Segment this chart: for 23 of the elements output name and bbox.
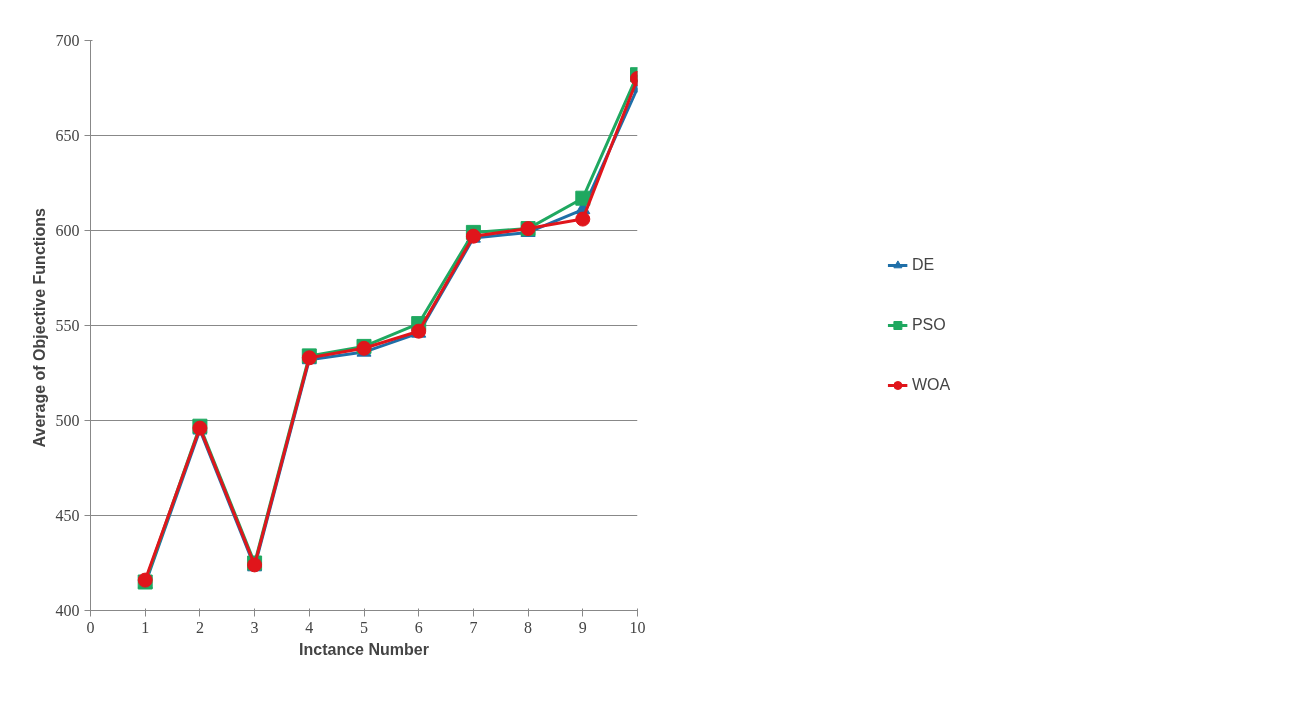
y-tick-label: 450: [55, 507, 80, 524]
x-tick-label: 0: [86, 618, 95, 636]
x-tick-label: 5: [360, 618, 368, 636]
legend-label: PSO: [911, 316, 946, 334]
y-tick-label: 650: [55, 127, 80, 144]
x-tick-label: 7: [469, 618, 478, 636]
legend-label: WOA: [911, 376, 951, 394]
y-tick-label: 500: [55, 412, 80, 429]
y-tick-label: 700: [55, 32, 80, 49]
x-tick-label: 3: [250, 618, 259, 636]
x-axis-title: Inctance Number: [299, 640, 429, 658]
y-tick-label: 400: [55, 602, 80, 619]
x-tick-label: 4: [305, 618, 314, 636]
x-tick-label: 8: [524, 618, 533, 636]
x-tick-label: 1: [141, 618, 150, 636]
y-tick-label: 600: [55, 222, 80, 239]
x-tick-label: 9: [578, 618, 587, 636]
y-axis-title: Average of Objective Functions: [30, 207, 48, 448]
x-tick-label: 10: [629, 618, 646, 636]
x-tick-label: 6: [414, 618, 423, 636]
y-tick-label: 550: [55, 317, 80, 334]
legend-label: DE: [911, 256, 935, 274]
x-tick-label: 2: [195, 618, 204, 636]
